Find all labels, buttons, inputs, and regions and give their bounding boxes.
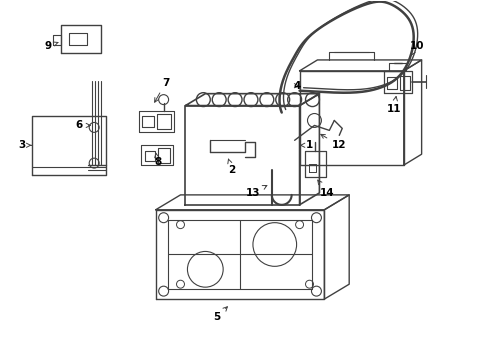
Text: 13: 13 [245,185,267,198]
Text: 9: 9 [45,41,58,51]
Text: 1: 1 [300,140,313,150]
Text: 3: 3 [18,140,31,150]
Text: 10: 10 [410,41,424,55]
Text: 2: 2 [228,159,236,175]
Text: 6: 6 [75,121,90,130]
Text: 5: 5 [214,307,227,322]
Text: 11: 11 [387,96,401,113]
Text: 7: 7 [155,78,170,102]
Text: 14: 14 [318,180,335,198]
Text: 12: 12 [321,134,346,150]
Text: 8: 8 [154,153,161,167]
Text: 4: 4 [294,81,301,91]
